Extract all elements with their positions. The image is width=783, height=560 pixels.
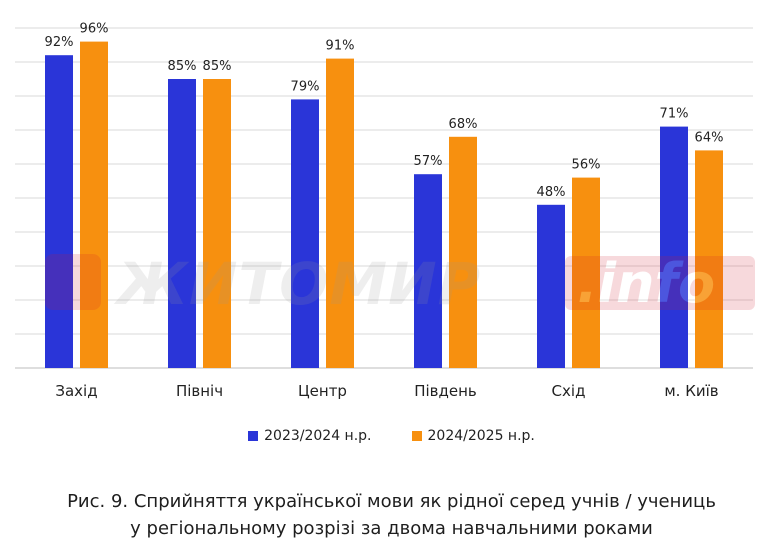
bar-series-1-4 [414,174,442,368]
bar-series-2-5 [572,177,600,368]
legend-swatch-series-2 [411,431,422,441]
legend-label-series-1: 2023/2024 н.р. [264,428,372,444]
data-label-series-1-6: 71% [660,107,689,122]
bar-series-2-1 [80,41,108,368]
data-label-series-1-3: 79% [291,79,320,94]
legend: 2023/2024 н.р. 2024/2025 н.р. [0,428,783,444]
bar-series-1-3 [291,99,319,369]
bar-series-1-5 [537,204,565,368]
data-label-series-2-1: 96% [80,22,109,37]
data-label-series-1-2: 85% [168,59,197,74]
bar-series-1-1 [45,55,73,368]
category-labels: Захід Північ Центр Південь Схід м. Київ [55,382,718,400]
category-label: Південь [414,382,477,400]
category-label: Захід [55,382,97,400]
legend-item-series-2: 2024/2025 н.р. [411,428,535,444]
bars [45,41,723,369]
bar-series-2-3 [326,58,354,368]
bar-chart: 92% 96% 85% 85% 79% 91% 57% 68% 48% 56% 71% 64% Зах… [15,22,753,400]
caption-line-2: у регіональному розрізі за двома навчаль… [130,518,653,539]
bar-series-1-6 [660,126,688,368]
legend-label-series-2: 2024/2025 н.р. [427,428,535,444]
data-label-series-1-4: 57% [414,154,443,169]
bar-series-2-2 [203,79,231,368]
data-label-series-2-4: 68% [449,117,478,132]
bar-series-1-2 [168,79,196,368]
data-labels: 92% 96% 85% 85% 79% 91% 57% 68% 48% 56% 71% 64% [45,22,724,200]
data-label-series-1-5: 48% [537,185,566,200]
data-label-series-2-3: 91% [326,39,355,54]
bar-series-2-6 [695,150,723,368]
data-label-series-1-1: 92% [45,35,74,50]
gridlines [15,27,753,369]
data-label-series-2-6: 64% [695,130,724,145]
figure-caption: Рис. 9. Сприйняття української мови як р… [0,488,783,542]
legend-item-series-1: 2023/2024 н.р. [248,428,372,444]
category-label: Північ [176,382,223,400]
data-label-series-2-2: 85% [203,59,232,74]
legend-swatch-series-1 [248,431,259,441]
category-label: Схід [552,382,586,400]
category-label: м. Київ [664,382,718,400]
data-label-series-2-5: 56% [572,158,601,173]
category-label: Центр [298,382,347,400]
caption-line-1: Рис. 9. Сприйняття української мови як р… [67,491,716,512]
bar-series-2-4 [449,136,477,368]
